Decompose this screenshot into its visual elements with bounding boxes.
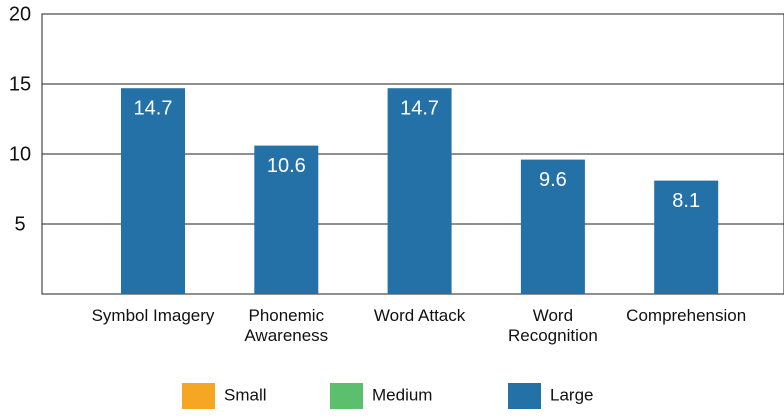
legend-label: Medium	[372, 385, 432, 404]
data-label: 10.6	[267, 155, 306, 177]
x-tick-label: Phonemic Awareness	[244, 306, 329, 345]
bar	[520, 159, 585, 294]
bar	[121, 88, 185, 294]
y-tick-label: 20	[9, 3, 31, 25]
data-label: 9.6	[539, 169, 567, 191]
legend-swatch	[182, 383, 215, 409]
x-tick-label: Word Recognition	[508, 306, 598, 345]
legend-label: Large	[550, 385, 593, 404]
y-tick-label: 15	[9, 73, 31, 95]
x-tick-label: Word Attack	[373, 306, 466, 325]
legend-swatch	[508, 383, 541, 409]
bar	[654, 180, 719, 294]
legend-label: Small	[224, 385, 267, 404]
x-tick-label: Comprehension	[626, 306, 747, 325]
legend-swatch	[330, 383, 363, 409]
y-tick-label: 5	[14, 213, 25, 235]
data-label: 14.7	[400, 97, 439, 119]
data-label: 8.1	[672, 190, 700, 212]
bar	[387, 88, 452, 294]
data-label: 14.7	[134, 97, 173, 119]
x-tick-label: Symbol Imagery	[91, 306, 215, 325]
bar	[254, 145, 319, 294]
y-tick-label: 10	[9, 143, 31, 165]
